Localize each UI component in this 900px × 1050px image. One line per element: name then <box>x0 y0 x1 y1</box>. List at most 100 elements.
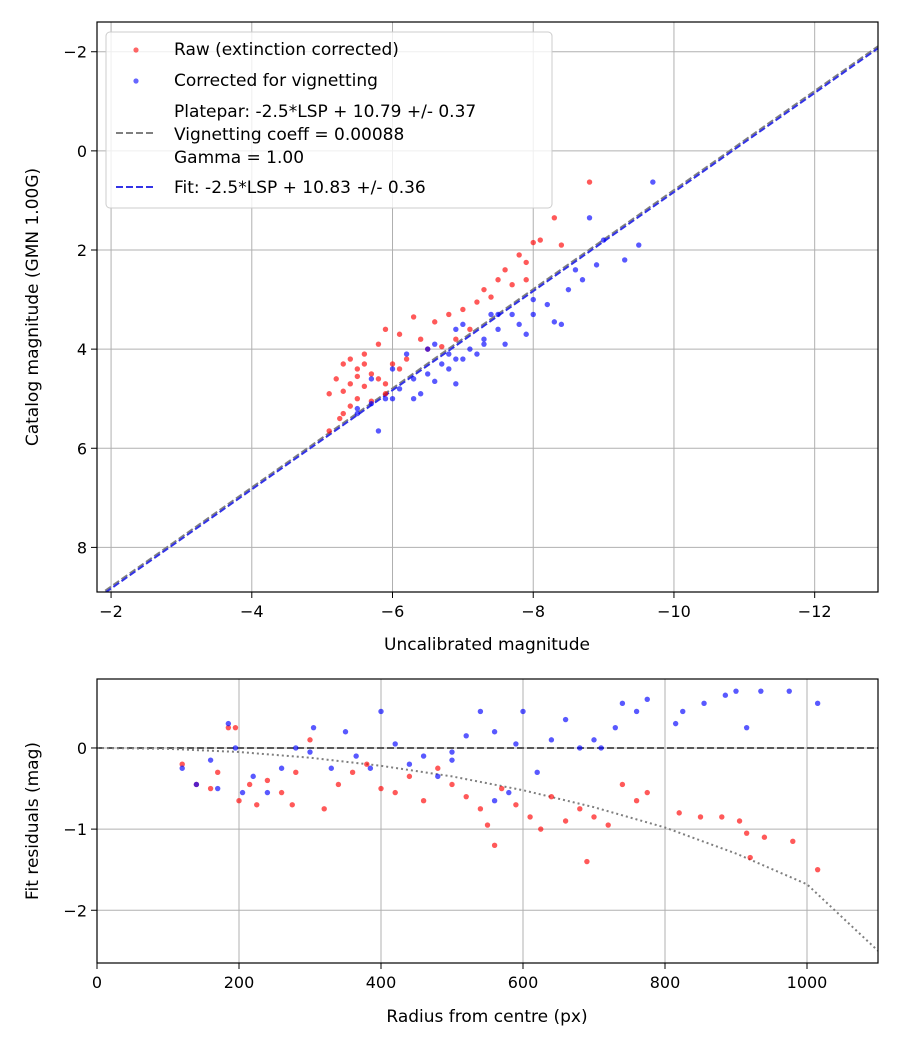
top-point-series-0 <box>340 410 346 417</box>
bottom-point-series-0 <box>207 785 214 792</box>
bottom-point-series-1 <box>193 781 200 788</box>
top-point-series-1 <box>622 257 628 263</box>
bottom-scatter-points <box>179 688 821 873</box>
bottom-point-series-1 <box>342 729 349 735</box>
top-point-series-0 <box>516 252 522 258</box>
top-axes-frame <box>96 21 879 593</box>
bottom-point-series-1 <box>513 741 519 747</box>
bottom-x-axis-label: Radius from centre (px) <box>386 1007 587 1027</box>
top-point-series-1 <box>354 405 361 412</box>
bottom-point-series-1 <box>786 688 792 694</box>
top-point-series-1 <box>544 301 551 308</box>
bottom-point-series-1 <box>680 708 686 715</box>
top-point-series-0 <box>340 361 346 367</box>
top-point-series-1 <box>354 410 361 417</box>
bottom-y-ticks: −2 −1 0 <box>63 739 97 920</box>
top-point-series-1 <box>530 296 536 303</box>
top-point-series-1 <box>495 311 501 318</box>
legend-box <box>105 31 553 209</box>
top-point-series-1 <box>572 267 579 273</box>
bottom-point-series-1 <box>225 720 232 727</box>
bottom-point-series-1 <box>215 785 221 792</box>
bottom-point-series-0 <box>790 838 796 844</box>
bottom-x-tick-label: 800 <box>650 973 681 992</box>
bottom-point-series-1 <box>701 700 707 707</box>
bottom-point-series-1 <box>449 749 455 755</box>
top-point-series-0 <box>375 376 382 382</box>
bottom-point-series-0 <box>719 814 725 820</box>
top-x-tick-label: −10 <box>657 602 691 621</box>
top-point-series-1 <box>636 242 642 248</box>
legend-label-raw: Raw (extinction corrected) <box>174 40 399 60</box>
top-y-tick-label: 4 <box>77 340 87 359</box>
bottom-point-series-0 <box>215 769 221 776</box>
top-point-series-0 <box>509 281 515 288</box>
top-y-tick-label: −2 <box>63 43 87 62</box>
top-point-series-0 <box>586 179 593 185</box>
top-x-tick-label: −12 <box>798 602 832 621</box>
top-x-tick-label: −6 <box>381 602 405 621</box>
bottom-point-series-0 <box>577 806 583 812</box>
top-point-series-1 <box>410 376 417 382</box>
bottom-x-tick-label: 0 <box>92 973 102 992</box>
top-point-series-1 <box>460 321 466 328</box>
bottom-point-series-1 <box>619 700 626 707</box>
bottom-point-series-0 <box>584 858 590 865</box>
top-point-series-0 <box>481 286 487 293</box>
top-point-series-0 <box>537 237 543 243</box>
top-point-series-0 <box>326 391 332 397</box>
bottom-point-series-0 <box>697 814 704 820</box>
bottom-point-series-1 <box>591 737 597 743</box>
top-point-series-0 <box>382 326 389 333</box>
bottom-point-series-0 <box>736 818 743 824</box>
top-scatter-points <box>326 179 656 434</box>
top-point-series-0 <box>361 361 368 367</box>
bottom-point-series-1 <box>722 692 729 698</box>
bottom-y-tick-label: −2 <box>63 901 87 920</box>
bottom-point-series-0 <box>591 814 597 820</box>
top-point-series-1 <box>375 428 382 434</box>
top-point-series-0 <box>354 395 361 402</box>
bottom-point-series-1 <box>506 789 512 796</box>
bottom-point-series-0 <box>179 761 185 767</box>
top-point-series-1 <box>523 331 529 337</box>
top-point-series-0 <box>382 391 389 397</box>
bottom-point-series-0 <box>633 798 640 804</box>
top-point-series-1 <box>389 366 396 372</box>
bottom-point-series-0 <box>743 830 750 836</box>
top-point-series-0 <box>558 242 565 248</box>
bottom-y-axis-label: Fit residuals (mag) <box>23 742 43 900</box>
bottom-point-series-1 <box>328 765 334 771</box>
top-point-series-1 <box>389 395 396 402</box>
top-point-series-1 <box>551 319 558 325</box>
top-point-series-0 <box>439 343 445 350</box>
top-point-series-1 <box>558 321 565 328</box>
bottom-point-series-0 <box>499 785 505 792</box>
bottom-point-series-1 <box>232 745 239 751</box>
top-point-series-1 <box>396 386 403 392</box>
bottom-point-series-0 <box>232 724 239 731</box>
bottom-grid <box>96 679 878 963</box>
bottom-x-tick-label: 600 <box>508 973 539 992</box>
bottom-point-series-0 <box>264 777 271 784</box>
top-point-series-1 <box>403 351 410 357</box>
bottom-point-series-0 <box>605 822 611 828</box>
legend: Raw (extinction corrected) Corrected for… <box>105 31 553 209</box>
bottom-point-series-1 <box>378 708 384 715</box>
bottom-chart: 0 200 400 600 800 1000 −2 −1 0 Radius from cent… <box>23 678 879 1027</box>
top-point-series-1 <box>368 376 375 382</box>
top-point-series-1 <box>432 341 438 347</box>
top-fit-lines <box>101 45 878 592</box>
top-point-series-1 <box>453 326 459 333</box>
top-point-series-0 <box>382 381 389 387</box>
top-point-series-1 <box>650 179 656 185</box>
top-point-series-1 <box>439 361 445 367</box>
bottom-point-series-1 <box>562 716 569 723</box>
bottom-point-series-1 <box>491 729 498 735</box>
bottom-point-series-0 <box>463 793 469 800</box>
bottom-point-series-0 <box>449 781 455 788</box>
legend-label-platepar: Platepar: -2.5*LSP + 10.79 +/- 0.37 Vign… <box>174 102 482 168</box>
bottom-x-ticks: 0 200 400 600 800 1000 <box>92 963 827 992</box>
top-point-series-0 <box>354 366 361 372</box>
bottom-point-series-0 <box>513 802 519 808</box>
